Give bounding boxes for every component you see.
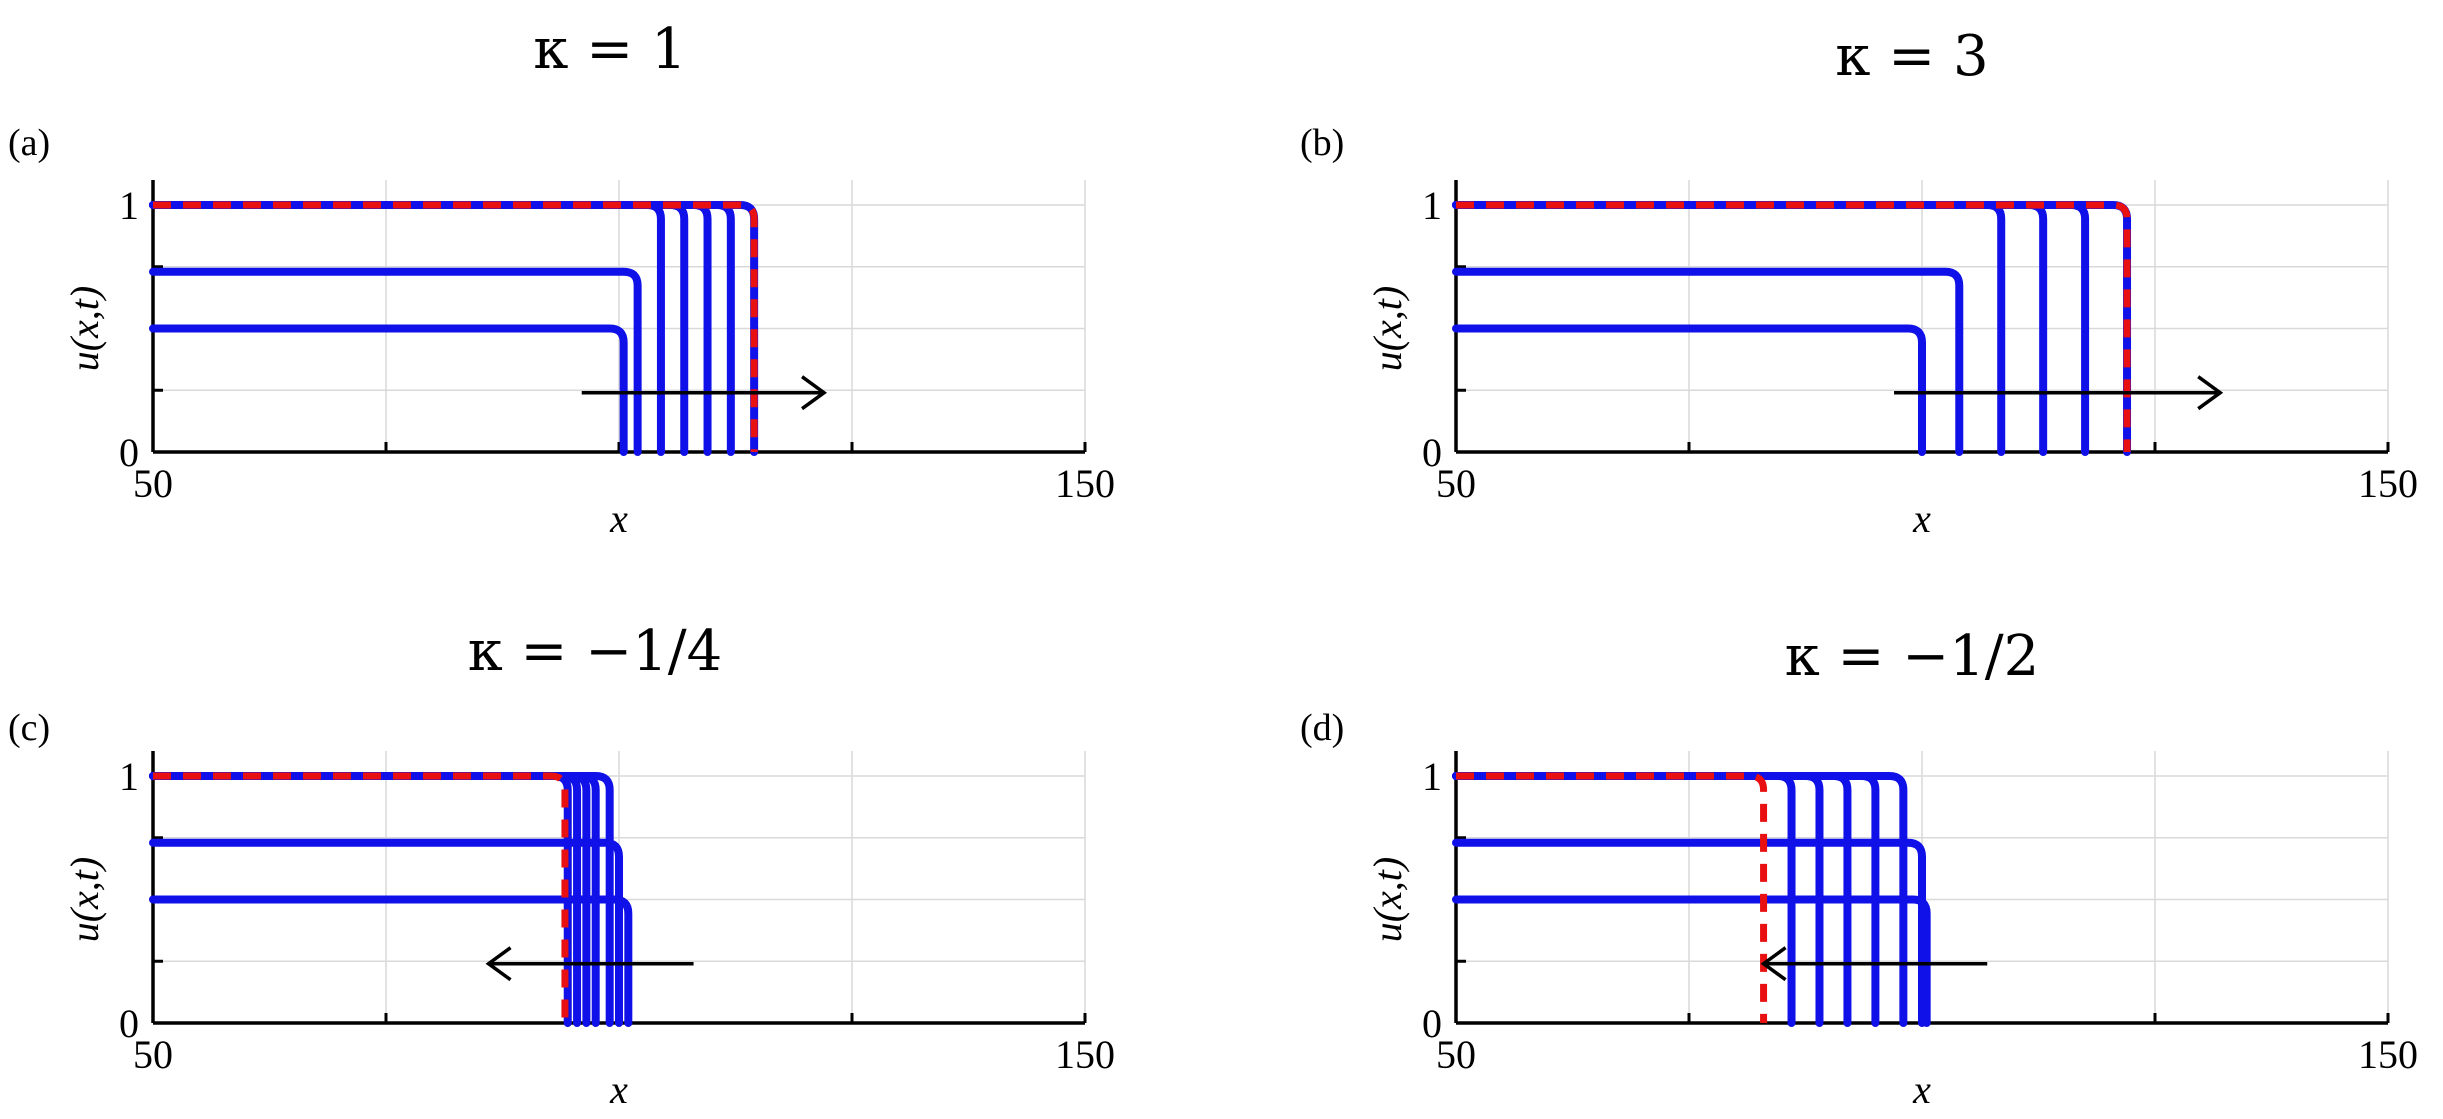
x-axis-label: x	[609, 496, 628, 541]
panel-letter: (a)	[8, 122, 50, 164]
profile-curve	[1452, 267, 1964, 456]
direction-arrow-head	[1760, 946, 1787, 982]
reference-curve	[153, 201, 758, 452]
panel-letter: (d)	[1300, 707, 1344, 749]
y-tick-label: 1	[1422, 183, 1442, 228]
y-axis-label: u(x,t)	[1365, 286, 1410, 372]
x-axis-label: x	[1912, 496, 1931, 541]
y-tick-label: 0	[1422, 430, 1442, 475]
y-tick-label: 0	[119, 430, 139, 475]
direction-arrow-head	[485, 946, 512, 982]
y-axis-label: u(x,t)	[62, 286, 107, 372]
y-tick-label: 0	[119, 1001, 139, 1046]
direction-arrow-head	[2197, 375, 2224, 411]
panel-title: κ = −1/4	[468, 619, 723, 684]
panel-title: κ = 3	[1835, 24, 1988, 89]
profile-curve	[1452, 324, 1926, 456]
profile-curve	[149, 838, 623, 1027]
panel-b: κ = 3 (b) 50 150 0 1 x u(x,t)	[1300, 24, 2418, 541]
profile-curve	[1452, 772, 1880, 1027]
profile-curve	[149, 324, 628, 456]
panel-title: κ = 1	[533, 17, 686, 82]
x-tick-label: 50	[133, 461, 173, 506]
x-tick-label: 50	[133, 1032, 173, 1077]
x-tick-label: 50	[1436, 1032, 1476, 1077]
x-axis-label: x	[1912, 1067, 1931, 1112]
panel-c: κ = −1/4 (c) 50 150 0 1 x u(x,t)	[8, 619, 1115, 1112]
reference-curve	[1456, 201, 2131, 452]
y-tick-label: 1	[119, 754, 139, 799]
x-tick-label: 150	[2358, 461, 2418, 506]
profile-curve	[1452, 772, 1908, 1027]
y-tick-label: 0	[1422, 1001, 1442, 1046]
x-tick-label: 150	[1055, 461, 1115, 506]
profile-curve	[149, 267, 642, 456]
panel-a: κ = 1 (a) 50 150 0 1 x u(x,t)	[8, 17, 1115, 541]
x-tick-label: 150	[2358, 1032, 2418, 1077]
y-tick-label: 1	[1422, 754, 1442, 799]
x-tick-label: 150	[1055, 1032, 1115, 1077]
x-axis-label: x	[609, 1067, 628, 1112]
panel-d: κ = −1/2 (d) 50 150 0 1 x u(x,t)	[1300, 624, 2418, 1112]
panel-letter: (b)	[1300, 122, 1344, 164]
panel-letter: (c)	[8, 707, 50, 749]
reference-curve	[153, 772, 569, 1023]
profile-curve	[1452, 838, 1926, 1027]
direction-arrow-head	[801, 375, 828, 411]
profile-curve	[149, 772, 614, 1027]
profile-curve	[149, 895, 633, 1027]
reference-curve	[1456, 772, 1768, 1023]
y-tick-label: 1	[119, 183, 139, 228]
panel-title: κ = −1/2	[1785, 624, 2040, 689]
profile-curve	[1452, 772, 1824, 1027]
y-axis-label: u(x,t)	[62, 857, 107, 943]
profile-curve	[1452, 772, 1796, 1027]
y-axis-label: u(x,t)	[1365, 857, 1410, 943]
x-tick-label: 50	[1436, 461, 1476, 506]
profile-curve	[1452, 772, 1852, 1027]
